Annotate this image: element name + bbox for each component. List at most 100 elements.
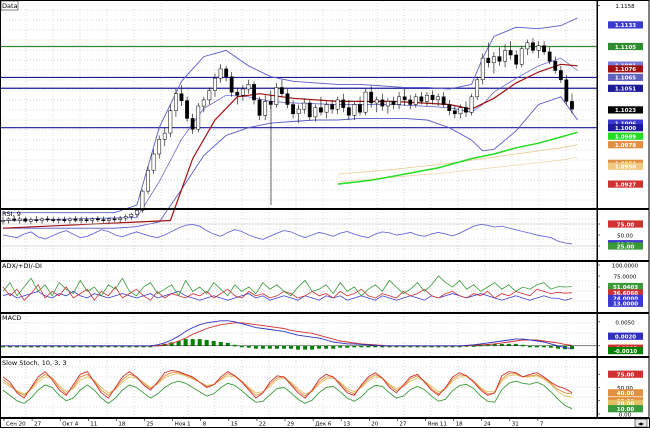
price-badge-label: 1.0989 bbox=[615, 135, 636, 141]
candle-body bbox=[107, 218, 111, 221]
candle-body bbox=[179, 93, 184, 101]
macd-histogram-bar bbox=[457, 345, 462, 348]
macd-histogram-bar bbox=[134, 345, 139, 348]
candle-body bbox=[279, 87, 284, 94]
x-axis-tick-label: Янв 11 bbox=[428, 422, 447, 428]
candle-body bbox=[168, 110, 173, 134]
price-axis-frame bbox=[597, 0, 650, 209]
macd-histogram-bar bbox=[443, 345, 448, 348]
candle-body bbox=[519, 48, 524, 65]
candle-body bbox=[497, 56, 502, 62]
price-badge-label: 1.0978 bbox=[615, 143, 636, 149]
macd-histogram-bar bbox=[85, 345, 90, 348]
candle-body bbox=[28, 219, 33, 222]
macd-histogram-bar bbox=[429, 345, 434, 348]
macd-histogram-bar bbox=[106, 345, 111, 348]
macd-histogram-bar bbox=[541, 345, 546, 348]
candle-body bbox=[162, 132, 167, 140]
x-axis-tick-label: Сен 20 bbox=[6, 422, 26, 428]
macd-histogram-bar bbox=[141, 345, 146, 348]
stoch-badge-label: 75.00 bbox=[617, 373, 635, 379]
macd-histogram-bar bbox=[64, 345, 69, 348]
candle-body bbox=[118, 217, 123, 220]
scroll-button[interactable] bbox=[634, 418, 648, 428]
macd-histogram-bar bbox=[113, 345, 118, 348]
candle-body bbox=[508, 50, 513, 56]
macd-histogram-bar bbox=[15, 345, 19, 348]
stoch-axis-tick-label: 0.00 bbox=[619, 413, 632, 419]
candle-body bbox=[79, 219, 83, 221]
price-badge-label: 1.1076 bbox=[615, 67, 636, 73]
value-badge bbox=[608, 61, 643, 69]
moving-average-red bbox=[2, 63, 578, 229]
rsi-axis-tick-label: 50.00 bbox=[617, 234, 633, 240]
candle-body bbox=[458, 107, 463, 115]
stoch-red-line bbox=[2, 370, 573, 399]
value-badge bbox=[608, 399, 643, 407]
candle-body bbox=[207, 90, 212, 101]
candle-body bbox=[45, 218, 50, 221]
candle-body bbox=[491, 56, 496, 64]
candle-body bbox=[452, 110, 457, 115]
x-axis-tick-label: 8 bbox=[203, 422, 207, 428]
macd-histogram-bar bbox=[303, 345, 308, 350]
candle-body bbox=[313, 107, 318, 118]
price-badge-label: 1.1065 bbox=[615, 76, 636, 82]
candle-body bbox=[570, 101, 574, 110]
macd-badge-label: -0.0010 bbox=[614, 349, 638, 355]
x-axis-tick-label: 11 bbox=[90, 422, 97, 428]
panel-frames bbox=[0, 0, 598, 418]
candle-body bbox=[441, 96, 446, 105]
macd-histogram-bar bbox=[57, 345, 62, 348]
candle-body bbox=[514, 54, 519, 65]
price-panel-label-bg bbox=[0, 0, 19, 11]
price-badge-label: 1.0950 bbox=[615, 165, 636, 171]
macd-histogram-bar bbox=[338, 345, 343, 348]
value-badge bbox=[608, 124, 643, 132]
macd-histogram-bar bbox=[422, 345, 427, 348]
candle-body bbox=[252, 84, 256, 101]
price-badge-label: 1.1000 bbox=[615, 126, 636, 132]
candle-body bbox=[285, 93, 290, 105]
macd-histogram-bar bbox=[513, 343, 518, 346]
candle-body bbox=[531, 42, 535, 51]
candle-body bbox=[296, 108, 301, 114]
candle-body bbox=[12, 218, 17, 221]
macd-histogram-bar bbox=[148, 345, 153, 348]
macd-histogram-bar bbox=[548, 345, 553, 348]
macd-histogram-bar bbox=[8, 345, 12, 348]
rsi-badge-label: 25.00 bbox=[617, 244, 635, 250]
x-axis-tick-label: 27 bbox=[34, 422, 41, 428]
adx-badge-label: 36.6060 bbox=[613, 291, 638, 297]
price-badge-label: 1.1023 bbox=[615, 108, 636, 114]
value-badge bbox=[608, 332, 643, 340]
value-badge bbox=[608, 282, 643, 291]
x-axis-tick-label: 13 bbox=[343, 422, 350, 428]
macd-histogram-bar bbox=[225, 342, 230, 346]
macd-histogram-bar bbox=[331, 345, 336, 349]
candle-body bbox=[542, 45, 546, 53]
stoch-axis-tick-label: 50.00 bbox=[617, 386, 633, 392]
macd-histogram-bar bbox=[260, 345, 265, 349]
macd-histogram-bar bbox=[190, 339, 195, 346]
adx-badge-label: 51.0403 bbox=[613, 285, 638, 291]
macd-histogram-bar bbox=[289, 345, 293, 349]
stoch-orange-line bbox=[2, 372, 573, 397]
minus-di-line bbox=[2, 284, 573, 301]
candle-body bbox=[464, 107, 468, 113]
candle-body bbox=[430, 94, 435, 101]
adx-axis-tick-label: 100.0000 bbox=[612, 264, 639, 270]
macd-histogram-bar bbox=[99, 345, 104, 348]
value-badge bbox=[608, 389, 643, 397]
price-panel-label: Data bbox=[2, 2, 18, 10]
axis-layer: 1.11581.11331.11051.10811.10761.10651.10… bbox=[597, 0, 650, 419]
x-axis-tick-label: Дек 6 bbox=[315, 422, 332, 428]
x-axis: Сен 20 27 Окт 4 11 18 25 Ноя 1 8 15 22 29 Дек 6 13 20… bbox=[0, 418, 650, 428]
candle-body bbox=[380, 99, 385, 107]
candle-body bbox=[229, 76, 234, 93]
candle-body bbox=[185, 100, 189, 119]
candle-body bbox=[51, 219, 56, 221]
value-badge bbox=[608, 289, 643, 297]
candle-body bbox=[95, 218, 100, 221]
macd-histogram-bar bbox=[415, 345, 420, 348]
